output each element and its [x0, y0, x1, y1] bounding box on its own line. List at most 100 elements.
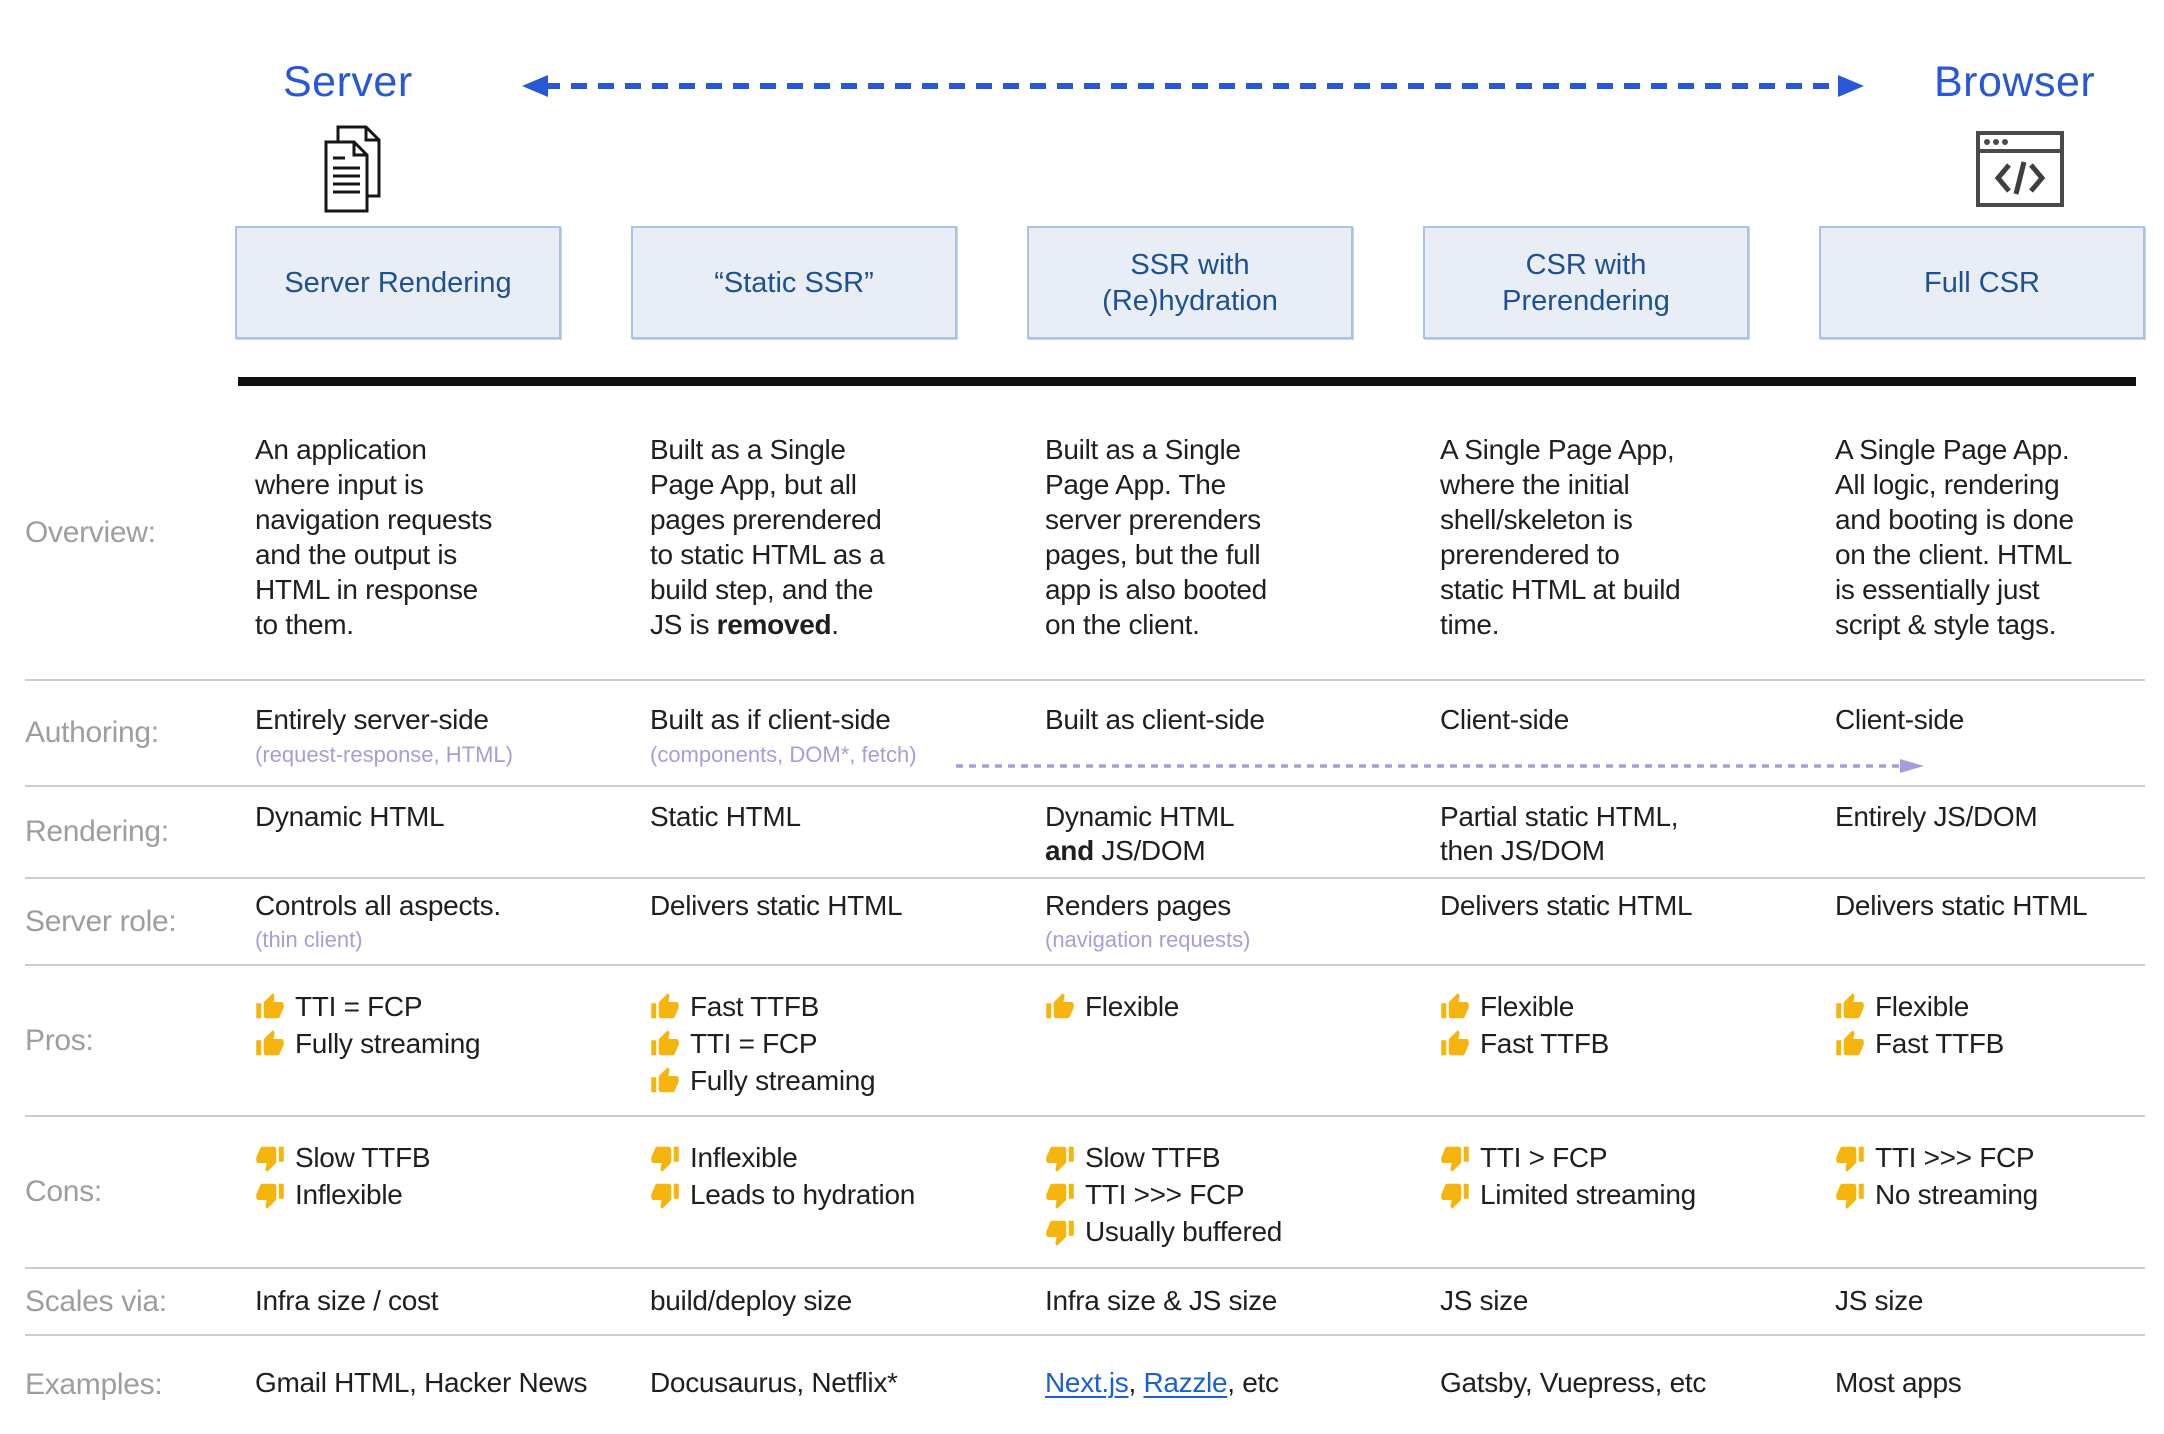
header-static-ssr: “Static SSR”	[631, 226, 957, 339]
examples-csr-prerendering: Gatsby, Vuepress, etc	[1440, 1367, 1707, 1398]
row-authoring: Authoring: Entirely server-side (request…	[25, 681, 2145, 787]
thumbs-up-icon	[650, 992, 680, 1022]
scales-static-ssr: build/deploy size	[650, 1285, 852, 1316]
pro-item: Fast TTFB	[650, 988, 1002, 1025]
row-label-overview: Overview:	[25, 515, 156, 549]
server-role-sub-thin-client: (thin client)	[255, 927, 363, 952]
header-csr-prerendering: CSR with Prerendering	[1423, 226, 1749, 339]
row-label-examples: Examples:	[25, 1367, 163, 1401]
row-scales-via: Scales via: Infra size / cost build/depl…	[25, 1269, 2145, 1336]
pro-item: Flexible	[1440, 988, 1792, 1025]
thumbs-up-icon	[1835, 1029, 1865, 1059]
scales-csr-prerendering: JS size	[1440, 1285, 1529, 1316]
thumbs-down-icon	[1835, 1143, 1865, 1173]
thumbs-up-icon	[1440, 992, 1470, 1022]
authoring-ssr-rehydration: Built as client-side	[1045, 704, 1265, 735]
con-item: TTI > FCP	[1440, 1139, 1792, 1176]
header-ssr-rehydration: SSR with (Re)hydration	[1027, 226, 1353, 339]
column-headers: Server Rendering “Static SSR” SSR with (R…	[235, 226, 2145, 339]
thumbs-up-icon	[1835, 992, 1865, 1022]
overview-csr-prerendering: A Single Page App, where the initial shell…	[1440, 434, 1681, 640]
examples-ssr-rehydration: Next.js, Razzle, etc	[1028, 1336, 1423, 1433]
server-role-ssr-rehydration: Renders pages (navigation requests)	[1028, 879, 1423, 964]
thumbs-up-icon	[1440, 1029, 1470, 1059]
rendering-static-ssr: Static HTML	[650, 801, 801, 832]
rendering-ssr-rehydration: Dynamic HTML and JS/DOM	[1045, 801, 1235, 866]
row-examples: Examples: Gmail HTML, Hacker News Docusa…	[25, 1336, 2145, 1433]
pros-static-ssr: Fast TTFB TTI = FCP Fully streaming	[633, 966, 1028, 1115]
row-rendering: Rendering: Dynamic HTML Static HTML Dyna…	[25, 787, 2145, 879]
con-item: Limited streaming	[1440, 1176, 1792, 1213]
overview-full-csr: A Single Page App. All logic, rendering an…	[1835, 434, 2074, 640]
cons-full-csr: TTI >>> FCP No streaming	[1818, 1117, 2145, 1267]
cons-static-ssr: Inflexible Leads to hydration	[633, 1117, 1028, 1267]
comparison-table: Overview: An application where input is na…	[25, 386, 2145, 1433]
scales-ssr-rehydration: Infra size & JS size	[1045, 1285, 1278, 1316]
scales-full-csr: JS size	[1835, 1285, 1924, 1316]
pro-item: Fast TTFB	[1440, 1025, 1792, 1062]
browser-window-icon	[1976, 131, 2064, 207]
thumbs-up-icon	[650, 1029, 680, 1059]
thumbs-up-icon	[650, 1066, 680, 1096]
row-pros: Pros: TTI = FCP Fully streaming Fast TTF…	[25, 966, 2145, 1117]
thumbs-down-icon	[255, 1180, 285, 1210]
link-suffix: , etc	[1227, 1367, 1279, 1398]
link-separator: ,	[1128, 1367, 1144, 1398]
server-role-full-csr: Delivers static HTML	[1835, 890, 2088, 921]
row-label-cons: Cons:	[25, 1175, 102, 1208]
con-item: TTI >>> FCP	[1045, 1176, 1397, 1213]
pro-item: Fast TTFB	[1835, 1025, 2119, 1062]
examples-server-rendering: Gmail HTML, Hacker News	[255, 1367, 588, 1398]
row-overview: Overview: An application where input is na…	[25, 386, 2145, 681]
pros-server-rendering: TTI = FCP Fully streaming	[238, 966, 633, 1115]
con-item: Slow TTFB	[1045, 1139, 1397, 1176]
overview-ssr-rehydration: Built as a Single Page App. The server pre…	[1045, 434, 1267, 640]
con-item: Leads to hydration	[650, 1176, 1002, 1213]
overview-static-ssr: Built as a Single Page App, but all pages …	[650, 434, 885, 640]
thumbs-down-icon	[1045, 1180, 1075, 1210]
thumbs-down-icon	[650, 1143, 680, 1173]
con-item: Usually buffered	[1045, 1213, 1397, 1250]
razzle-link[interactable]: Razzle	[1143, 1367, 1228, 1398]
cons-ssr-rehydration: Slow TTFB TTI >>> FCP Usually buffered	[1028, 1117, 1423, 1267]
thumbs-down-icon	[1045, 1143, 1075, 1173]
authoring-server-rendering: Entirely server-side (request-response, …	[238, 681, 633, 785]
pro-item: TTI = FCP	[255, 988, 607, 1025]
row-label-authoring: Authoring:	[25, 716, 159, 749]
pro-item: Fully streaming	[650, 1062, 1002, 1099]
authoring-sub-static-ssr: (components, DOM*, fetch)	[650, 742, 917, 767]
con-item: Inflexible	[255, 1176, 607, 1213]
rendering-csr-prerendering: Partial static HTML, then JS/DOM	[1440, 801, 1679, 866]
rendering-server-rendering: Dynamic HTML	[255, 801, 445, 832]
pro-item: TTI = FCP	[650, 1025, 1002, 1062]
thumbs-down-icon	[1045, 1217, 1075, 1247]
pros-ssr-rehydration: Flexible	[1028, 966, 1423, 1115]
server-label: Server	[283, 58, 413, 106]
header-full-csr: Full CSR	[1819, 226, 2145, 339]
table-top-rule	[238, 377, 2136, 386]
server-role-static-ssr: Delivers static HTML	[650, 890, 903, 921]
authoring-csr-prerendering: Client-side	[1440, 704, 1569, 735]
pro-item: Flexible	[1835, 988, 2119, 1025]
con-item: TTI >>> FCP	[1835, 1139, 2119, 1176]
row-label-rendering: Rendering:	[25, 815, 169, 848]
pros-full-csr: Flexible Fast TTFB	[1818, 966, 2145, 1115]
pro-item: Fully streaming	[255, 1025, 607, 1062]
thumbs-down-icon	[1440, 1143, 1470, 1173]
header-server-rendering: Server Rendering	[235, 226, 561, 339]
row-label-pros: Pros:	[25, 1023, 94, 1057]
nextjs-link[interactable]: Next.js	[1045, 1367, 1129, 1398]
scales-server-rendering: Infra size / cost	[255, 1285, 439, 1316]
thumbs-down-icon	[255, 1143, 285, 1173]
authoring-static-ssr: Built as if client-side (components, DOM…	[633, 681, 1028, 785]
pros-csr-prerendering: Flexible Fast TTFB	[1423, 966, 1818, 1115]
examples-static-ssr: Docusaurus, Netflix*	[650, 1367, 898, 1398]
thumbs-up-icon	[255, 992, 285, 1022]
server-browser-double-arrow	[522, 75, 1864, 97]
thumbs-up-icon	[255, 1029, 285, 1059]
con-item: Slow TTFB	[255, 1139, 607, 1176]
authoring-sub-server-rendering: (request-response, HTML)	[255, 742, 513, 767]
client-side-flow-arrow	[956, 759, 1924, 773]
thumbs-down-icon	[650, 1180, 680, 1210]
